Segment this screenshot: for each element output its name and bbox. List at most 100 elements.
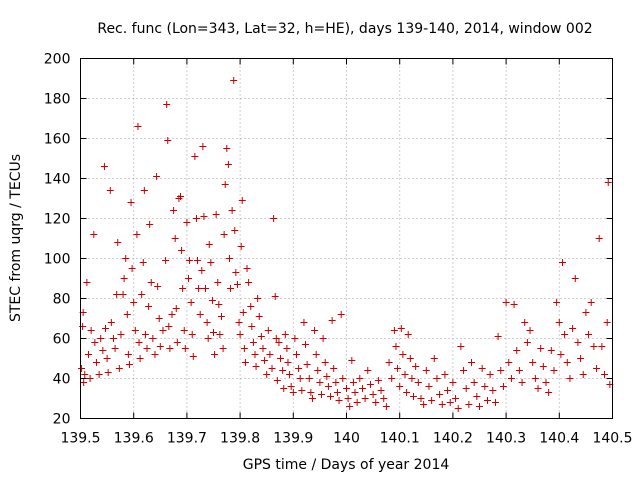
- data-point: [571, 275, 579, 282]
- data-point: [385, 359, 393, 366]
- data-point: [166, 345, 174, 352]
- data-point: [462, 385, 470, 392]
- data-point: [147, 279, 155, 286]
- data-point: [579, 371, 587, 378]
- data-point: [414, 379, 422, 386]
- data-point: [227, 285, 235, 292]
- data-point: [401, 371, 409, 378]
- data-point: [280, 385, 288, 392]
- data-point: [317, 391, 325, 398]
- data-point: [86, 375, 94, 382]
- data-point: [344, 395, 352, 402]
- data-point: [275, 339, 283, 346]
- data-point: [181, 345, 189, 352]
- x-tick-label: 140: [333, 431, 360, 447]
- data-point: [457, 343, 465, 350]
- data-point: [452, 395, 460, 402]
- data-point: [117, 331, 125, 338]
- data-point: [441, 371, 449, 378]
- data-point: [478, 365, 486, 372]
- x-axis-tick-labels: 139.5 139.6 139.7 139.8 139.9 140 140.1 140.2 14…: [60, 431, 632, 447]
- data-point: [553, 299, 561, 306]
- data-point: [324, 383, 332, 390]
- data-point: [136, 355, 144, 362]
- data-point: [149, 335, 157, 342]
- data-point: [321, 359, 329, 366]
- data-point: [109, 335, 117, 342]
- data-point: [303, 361, 311, 368]
- grid: [80, 58, 613, 419]
- data-point: [225, 255, 233, 262]
- data-point: [83, 279, 91, 286]
- data-point: [219, 345, 227, 352]
- data-point: [217, 313, 225, 320]
- data-point: [454, 405, 462, 412]
- data-point: [243, 265, 251, 272]
- y-axis-label: STEC from uqrg / TECUs: [8, 154, 24, 322]
- data-point: [113, 291, 121, 298]
- data-point: [279, 367, 287, 374]
- data-point: [97, 335, 105, 342]
- x-tick-label: 139.9: [273, 431, 313, 447]
- data-point: [170, 207, 178, 214]
- data-point: [507, 375, 515, 382]
- data-point: [550, 367, 558, 374]
- y-tick-label: 160: [44, 132, 71, 148]
- data-point: [139, 259, 147, 266]
- data-point: [224, 161, 232, 168]
- data-point: [291, 335, 299, 342]
- data-point: [210, 329, 217, 336]
- data-point: [248, 323, 256, 330]
- data-point: [159, 327, 167, 334]
- data-point: [563, 359, 571, 366]
- data-point: [138, 291, 146, 298]
- data-point: [171, 235, 179, 242]
- data-point: [134, 123, 142, 130]
- x-tick-label: 139.8: [220, 431, 260, 447]
- data-point: [364, 367, 372, 374]
- data-point: [489, 387, 497, 394]
- data-point: [502, 299, 510, 306]
- y-tick-label: 80: [53, 292, 71, 308]
- data-point: [537, 345, 545, 352]
- data-point: [239, 309, 247, 316]
- data-point: [374, 377, 382, 384]
- data-point: [254, 295, 262, 302]
- data-point: [272, 335, 280, 342]
- data-point: [555, 319, 563, 326]
- data-point: [90, 231, 98, 238]
- data-point: [264, 327, 272, 334]
- data-point: [212, 211, 220, 218]
- data-point: [396, 383, 404, 390]
- data-point: [198, 267, 206, 274]
- axis-ticks: [80, 58, 613, 419]
- data-point: [394, 365, 402, 372]
- data-point: [111, 345, 119, 352]
- data-point: [497, 367, 505, 374]
- data-point: [499, 383, 507, 390]
- data-point: [348, 357, 356, 364]
- data-point: [481, 383, 489, 390]
- data-point: [115, 365, 123, 372]
- data-point: [595, 235, 603, 242]
- data-point: [582, 309, 590, 316]
- data-point: [81, 371, 89, 378]
- data-point: [388, 375, 396, 382]
- data-point: [569, 325, 577, 332]
- data-point: [410, 393, 418, 400]
- data-point: [241, 359, 249, 366]
- data-point: [236, 331, 244, 338]
- data-point: [420, 401, 428, 408]
- y-tick-label: 200: [44, 52, 71, 68]
- data-point: [515, 367, 523, 374]
- data-point: [311, 327, 319, 334]
- data-point: [125, 361, 133, 368]
- data-point: [356, 375, 364, 382]
- data-point: [542, 379, 550, 386]
- data-point: [78, 365, 86, 372]
- data-point: [302, 341, 310, 348]
- data-point: [337, 311, 345, 318]
- data-point: [146, 221, 154, 228]
- x-tick-label: 140.4: [539, 431, 579, 447]
- data-point: [196, 311, 204, 318]
